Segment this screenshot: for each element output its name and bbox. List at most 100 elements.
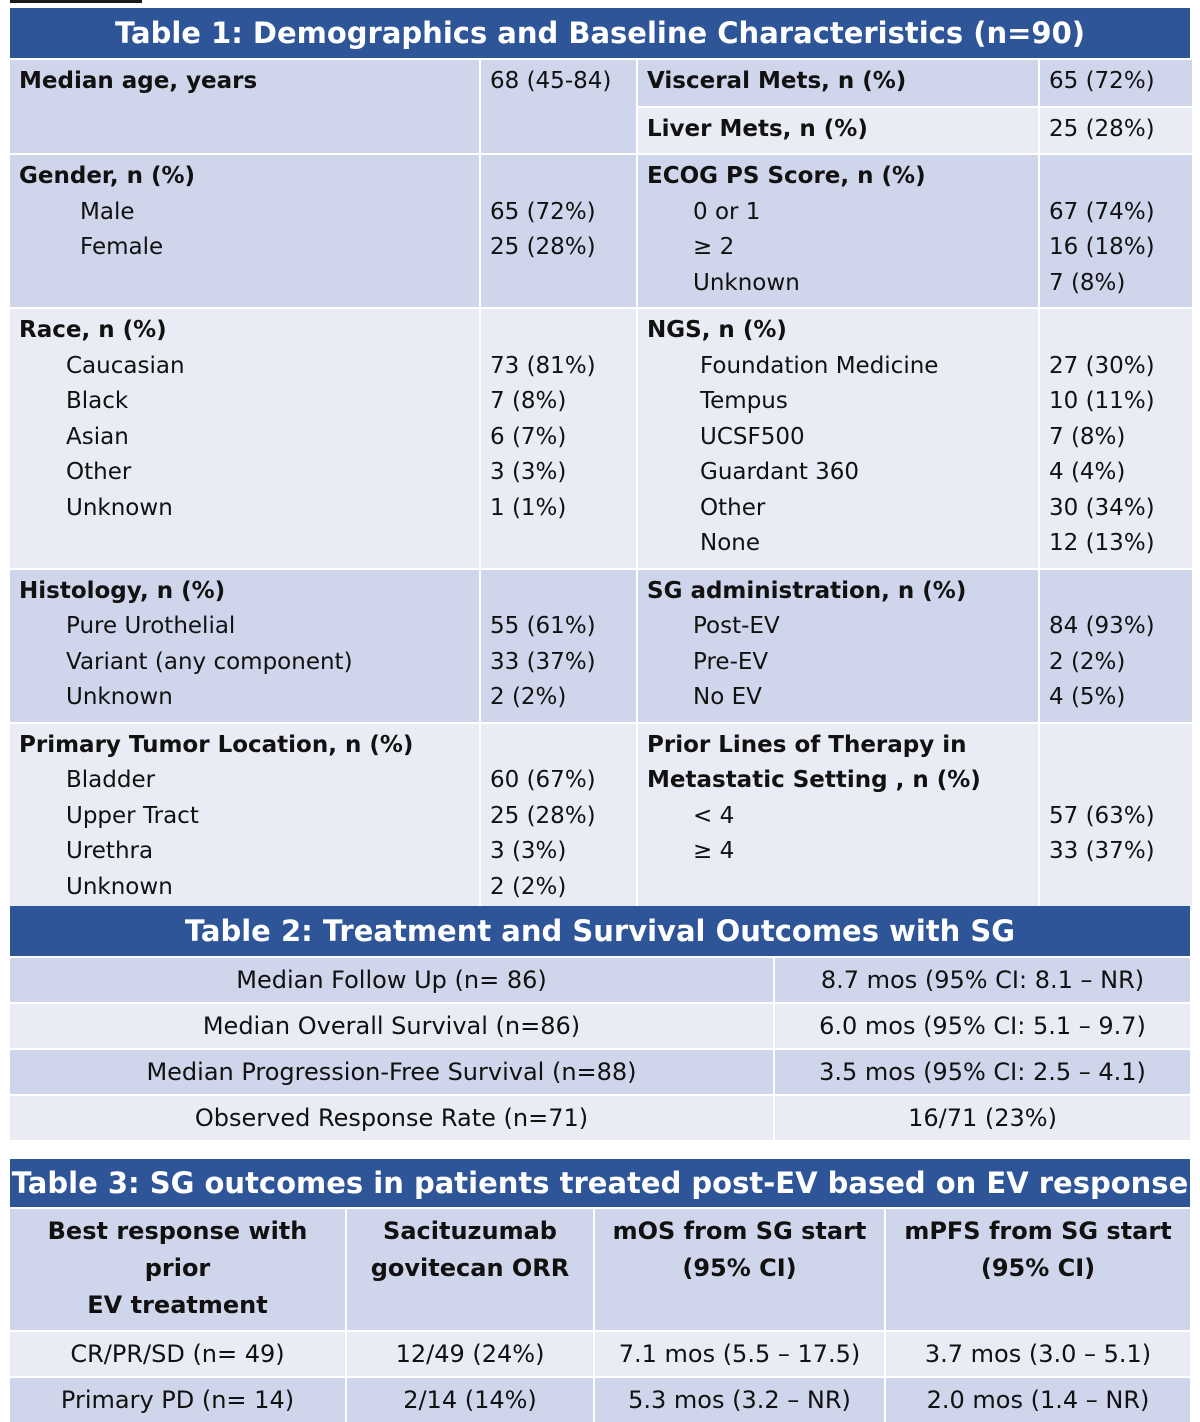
prior-lines-item-value: 57 (63%): [1049, 802, 1155, 829]
median-age-value: 68 (45-84): [490, 68, 612, 94]
prior-lines-label-cell: Prior Lines of Therapy in Metastatic Set…: [638, 723, 1038, 911]
sg-admin-item-value: 2 (2%): [1049, 648, 1126, 675]
table3-header-row: Best response with prior EV treatment Sa…: [10, 1209, 1190, 1330]
primary-tumor-item-label: Urethra: [66, 838, 154, 864]
ngs-item-value: 27 (30%): [1049, 352, 1155, 379]
histology-item-label: Unknown: [66, 684, 173, 710]
ecog-label-cell: ECOG PS Score, n (%) 0 or 1 ≥ 2 Unknown: [638, 155, 1038, 307]
sg-admin-item-label: Post-EV: [693, 613, 780, 639]
primary-tumor-item-label: Upper Tract: [66, 802, 199, 829]
table2-row: Median Progression-Free Survival (n=88) …: [10, 1048, 1190, 1094]
race-item-label: Unknown: [66, 494, 173, 521]
table3-header-line: mPFS from SG start: [904, 1217, 1172, 1245]
ecog-item-value: 16 (18%): [1049, 234, 1155, 260]
ecog-item-value: 67 (74%): [1049, 198, 1155, 225]
liver-mets-label-cell: Liver Mets, n (%): [638, 107, 1038, 153]
table3-cell: 12/49 (24%): [347, 1332, 593, 1376]
table3-cell: 2.0 mos (1.4 – NR): [886, 1378, 1190, 1422]
gender-label: Gender, n (%): [19, 163, 196, 189]
gender-item-label: Male: [80, 198, 135, 225]
race-item-value: 1 (1%): [490, 494, 567, 521]
race-item-value: 3 (3%): [490, 459, 567, 485]
ngs-label-cell: NGS, n (%) Foundation Medicine Tempus UC…: [638, 309, 1038, 568]
gender-value-cell: 65 (72%) 25 (28%): [481, 155, 636, 307]
table2-row-label: Median Progression-Free Survival (n=88): [10, 1050, 773, 1094]
table3-header-line: (95% CI): [980, 1254, 1096, 1282]
median-age-label-cell: Median age, years: [10, 60, 479, 153]
race-label-cell: Race, n (%) Caucasian Black Asian Other …: [10, 309, 479, 568]
visceral-mets-label: Visceral Mets, n (%): [647, 68, 907, 94]
histology-label: Histology, n (%): [19, 577, 226, 604]
prior-lines-value-cell: 57 (63%) 33 (37%): [1040, 723, 1192, 911]
table3-cell: 5.3 mos (3.2 – NR): [595, 1378, 884, 1422]
table2-row-label: Median Follow Up (n= 86): [10, 958, 773, 1002]
prior-lines-label: Metastatic Setting , n (%): [647, 767, 981, 793]
table3-header-cell: mOS from SG start (95% CI): [595, 1209, 884, 1330]
table3-header-line: govitecan ORR: [370, 1254, 570, 1282]
ngs-item-value: 7 (8%): [1049, 423, 1126, 450]
liver-mets-label: Liver Mets, n (%): [647, 115, 868, 142]
table2-row-value: 3.5 mos (95% CI: 2.5 – 4.1): [775, 1050, 1190, 1094]
ngs-item-value: 4 (4%): [1049, 459, 1126, 485]
table2-row-label: Median Overall Survival (n=86): [10, 1004, 773, 1048]
ngs-item-label: None: [700, 530, 761, 556]
mets-label-col: Visceral Mets, n (%) Liver Mets, n (%): [638, 60, 1038, 153]
table3: Best response with prior EV treatment Sa…: [10, 1209, 1190, 1422]
ecog-item-label: 0 or 1: [693, 198, 761, 225]
table3-header-line: Best response with prior: [47, 1217, 308, 1282]
table1-title: Table 1: Demographics and Baseline Chara…: [10, 8, 1190, 58]
histology-label-cell: Histology, n (%) Pure Urothelial Variant…: [10, 569, 479, 722]
top-rule: [10, 0, 142, 3]
gender-item-value: 25 (28%): [490, 234, 596, 260]
sg-admin-item-value: 4 (5%): [1049, 684, 1126, 710]
table3-header-line: EV treatment: [87, 1291, 268, 1319]
prior-lines-item-label: ≥ 4: [693, 838, 735, 864]
primary-tumor-item-label: Bladder: [66, 767, 156, 793]
table3-cell: CR/PR/SD (n= 49): [10, 1332, 345, 1376]
visceral-mets-label-cell: Visceral Mets, n (%): [638, 60, 1038, 106]
race-item-label: Asian: [66, 423, 129, 450]
table2-row-label: Observed Response Rate (n=71): [10, 1096, 773, 1140]
race-value-cell: 73 (81%) 7 (8%) 6 (7%) 3 (3%) 1 (1%): [481, 309, 636, 568]
table3-header-cell: Best response with prior EV treatment: [10, 1209, 345, 1330]
ngs-item-label: Other: [700, 494, 766, 521]
table3-header-line: Sacituzumab: [383, 1217, 557, 1245]
table2-row-value: 8.7 mos (95% CI: 8.1 – NR): [775, 958, 1190, 1002]
table2-row: Median Overall Survival (n=86) 6.0 mos (…: [10, 1002, 1190, 1048]
race-item-label: Caucasian: [66, 352, 185, 379]
visceral-mets-value-cell: 65 (72%): [1040, 60, 1192, 106]
table2: Median Follow Up (n= 86) 8.7 mos (95% CI…: [10, 958, 1190, 1140]
liver-mets-value-cell: 25 (28%): [1040, 107, 1192, 153]
gender-item-label: Female: [80, 234, 164, 260]
race-item-value: 73 (81%): [490, 352, 596, 379]
ecog-value-cell: 67 (74%) 16 (18%) 7 (8%): [1040, 155, 1192, 307]
gender-label-cell: Gender, n (%) Male Female: [10, 155, 479, 307]
table3-title: Table 3: SG outcomes in patients treated…: [10, 1159, 1190, 1207]
table2-row: Observed Response Rate (n=71) 16/71 (23%…: [10, 1094, 1190, 1140]
table3-header-cell: mPFS from SG start (95% CI): [886, 1209, 1190, 1330]
histology-item-label: Pure Urothelial: [66, 613, 236, 639]
ngs-item-label: Tempus: [700, 388, 788, 414]
table2-row-value: 6.0 mos (95% CI: 5.1 – 9.7): [775, 1004, 1190, 1048]
ngs-item-value: 12 (13%): [1049, 530, 1155, 556]
ngs-item-label: UCSF500: [700, 423, 805, 450]
race-item-value: 6 (7%): [490, 423, 567, 450]
primary-tumor-item-value: 25 (28%): [490, 802, 596, 829]
ngs-value-cell: 27 (30%) 10 (11%) 7 (8%) 4 (4%) 30 (34%)…: [1040, 309, 1192, 568]
ngs-label: NGS, n (%): [647, 317, 787, 343]
table2-row: Median Follow Up (n= 86) 8.7 mos (95% CI…: [10, 958, 1190, 1002]
table2-title: Table 2: Treatment and Survival Outcomes…: [10, 906, 1190, 956]
sg-admin-value-cell: 84 (93%) 2 (2%) 4 (5%): [1040, 569, 1192, 722]
ngs-item-value: 10 (11%): [1049, 388, 1155, 414]
ngs-item-label: Guardant 360: [700, 459, 860, 485]
sg-admin-label-cell: SG administration, n (%) Post-EV Pre-EV …: [638, 569, 1038, 722]
primary-tumor-value-cell: 60 (67%) 25 (28%) 3 (3%) 2 (2%): [481, 723, 636, 911]
sg-admin-item-label: Pre-EV: [693, 648, 769, 675]
sg-admin-label: SG administration, n (%): [647, 577, 967, 604]
mets-value-col: 65 (72%) 25 (28%): [1040, 60, 1192, 153]
primary-tumor-item-label: Unknown: [66, 873, 173, 900]
ecog-label: ECOG PS Score, n (%): [647, 163, 926, 189]
race-label: Race, n (%): [19, 317, 167, 343]
primary-tumor-item-value: 60 (67%): [490, 767, 596, 793]
liver-mets-value: 25 (28%): [1049, 115, 1155, 142]
